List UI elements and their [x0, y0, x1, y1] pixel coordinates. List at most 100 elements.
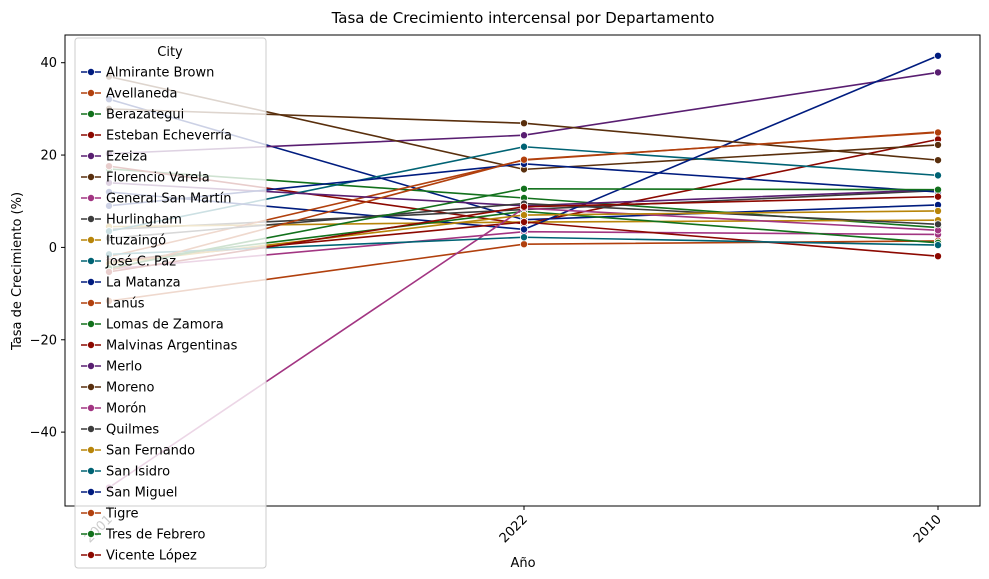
data-point: [934, 241, 943, 250]
y-tick-label: 40: [40, 56, 57, 71]
y-axis: −40 −20 0 20 40: [30, 56, 65, 441]
legend-swatch-marker: [87, 193, 96, 202]
data-point: [934, 192, 943, 201]
legend-swatch-marker: [87, 403, 96, 412]
legend-item: José C. Paz: [81, 255, 176, 270]
legend-label: General San Martín: [106, 192, 231, 207]
data-point: [520, 211, 529, 220]
legend-item: San Miguel: [81, 486, 178, 501]
legend-item: Berazategui: [81, 108, 184, 123]
y-tick-label: 20: [40, 149, 57, 164]
legend-swatch-marker: [87, 298, 96, 307]
data-point: [934, 185, 943, 194]
legend-label: La Matanza: [106, 276, 181, 291]
data-point: [934, 171, 943, 180]
legend-swatch-marker: [87, 361, 96, 370]
data-point: [934, 206, 943, 215]
x-tick-label: 2010: [911, 512, 945, 546]
data-point: [934, 68, 943, 77]
legend-item: Vicente López: [81, 549, 197, 564]
data-point: [520, 142, 529, 151]
legend-item: Esteban Echeverría: [81, 129, 232, 144]
data-point: [520, 155, 529, 164]
data-point: [520, 218, 529, 227]
legend-swatch-marker: [87, 151, 96, 160]
legend-label: Florencio Varela: [106, 171, 210, 186]
legend-swatch-marker: [87, 424, 96, 433]
x-axis-label: Año: [510, 556, 535, 571]
legend-item: Tigre: [81, 507, 138, 522]
legend-swatch-marker: [87, 235, 96, 244]
legend-swatch-marker: [87, 445, 96, 454]
legend-swatch-marker: [87, 382, 96, 391]
legend-swatch-marker: [87, 214, 96, 223]
legend-label: Lanús: [106, 297, 145, 312]
data-point: [520, 225, 529, 234]
legend-item: Avellaneda: [81, 87, 177, 102]
data-point: [934, 156, 943, 165]
legend-label: San Isidro: [106, 465, 170, 480]
legend-swatch-marker: [87, 530, 96, 539]
legend-swatch-marker: [87, 319, 96, 328]
legend-item: Hurlingham: [81, 213, 182, 228]
legend-title: City: [157, 45, 183, 60]
data-point: [934, 252, 943, 261]
data-point: [520, 119, 529, 128]
legend-item: Ituzaingó: [81, 234, 166, 249]
legend-label: Malvinas Argentinas: [106, 339, 238, 354]
legend-swatch-marker: [87, 340, 96, 349]
x-tick-label: 2022: [497, 512, 531, 546]
y-tick-label: −40: [30, 426, 57, 441]
legend-item: General San Martín: [81, 192, 231, 207]
legend-swatch-marker: [87, 89, 96, 98]
legend-item: Lomas de Zamora: [81, 318, 224, 333]
legend-label: Berazategui: [106, 108, 184, 123]
legend-swatch-marker: [87, 551, 96, 560]
legend-swatch-marker: [87, 68, 96, 77]
legend-swatch-marker: [87, 172, 96, 181]
legend-label: Ituzaingó: [106, 234, 166, 249]
data-point: [934, 140, 943, 149]
legend-label: Tres de Febrero: [105, 528, 206, 543]
legend-item: Morón: [81, 402, 146, 417]
y-axis-label: Tasa de Crecimiento (%): [10, 192, 25, 351]
legend-label: Tigre: [105, 507, 138, 522]
data-point: [934, 220, 943, 229]
legend-swatch-marker: [87, 256, 96, 265]
legend-item: Malvinas Argentinas: [81, 339, 238, 354]
legend-item: La Matanza: [81, 276, 181, 291]
legend-label: Avellaneda: [106, 87, 177, 102]
legend-swatch-marker: [87, 110, 96, 119]
legend-label: Lomas de Zamora: [106, 318, 224, 333]
legend-label: Moreno: [106, 381, 154, 396]
legend-label: Vicente López: [106, 549, 197, 564]
legend-swatch-marker: [87, 466, 96, 475]
legend-item: Ezeiza: [81, 150, 147, 165]
legend-label: Esteban Echeverría: [106, 129, 232, 144]
y-tick-label: −20: [30, 333, 57, 348]
legend-item: San Fernando: [81, 444, 195, 459]
legend-label: San Fernando: [106, 444, 195, 459]
legend-label: San Miguel: [106, 486, 178, 501]
data-point: [520, 202, 529, 211]
legend-item: Merlo: [81, 360, 142, 375]
legend-item: Moreno: [81, 381, 154, 396]
legend-item: San Isidro: [81, 465, 170, 480]
legend-label: Almirante Brown: [106, 66, 214, 81]
data-point: [520, 233, 529, 242]
chart-title: Tasa de Crecimiento intercensal por Depa…: [331, 9, 715, 27]
legend-item: Lanús: [81, 297, 145, 312]
legend-item: Quilmes: [81, 423, 159, 438]
legend-item: Florencio Varela: [81, 171, 210, 186]
legend-swatch-marker: [87, 487, 96, 496]
y-tick-label: 0: [49, 241, 57, 256]
legend-label: Morón: [106, 402, 146, 417]
legend-swatch-marker: [87, 130, 96, 139]
legend-label: Merlo: [106, 360, 142, 375]
legend: City Almirante Brown Avellaneda Berazategu…: [74, 37, 267, 569]
legend-box: [74, 37, 267, 569]
legend-swatch-marker: [87, 508, 96, 517]
plot-frame: [64, 34, 981, 507]
legend-item: Almirante Brown: [81, 66, 214, 81]
